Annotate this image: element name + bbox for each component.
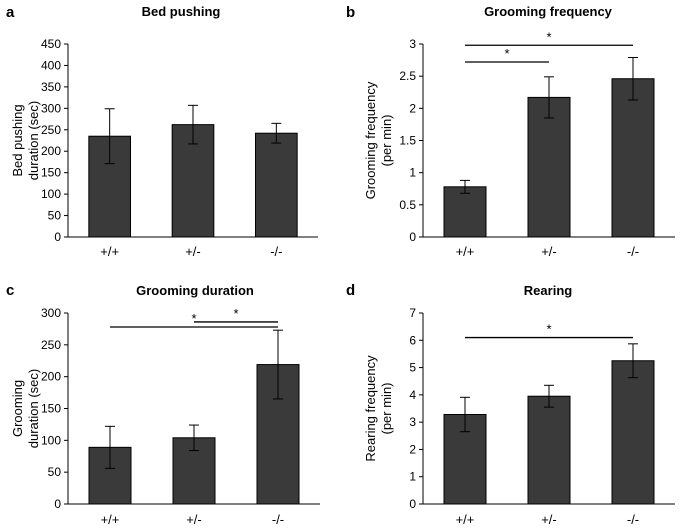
y-tick-label: 300 [41,101,61,115]
chart-title: Grooming duration [136,283,254,298]
y-tick-label: 450 [41,37,61,51]
y-tick-label: 7 [409,306,416,320]
significance-star: * [233,306,238,321]
x-tick-label: +/- [541,244,557,259]
panel-letter: b [346,4,355,21]
y-tick-label: 1.5 [399,134,416,148]
y-tick-label: 0.5 [399,198,416,212]
y-tick-label: 50 [48,465,62,479]
y-axis-label-line: (per min) [379,114,394,166]
bar [527,96,571,238]
panel-c: c Grooming duration Groomingduration (sec)… [6,282,320,527]
y-axis-label: Grooming frequency(per min) [363,81,394,199]
y-axis-label-line: duration (sec) [26,369,41,448]
x-tick-label: +/+ [101,512,120,527]
x-tick-label: -/- [627,512,639,527]
panel-letter: c [6,282,14,299]
significance-star: * [504,46,509,61]
x-tick-label: +/+ [456,244,475,259]
x-tick-label: -/- [272,512,284,527]
y-axis-label-line: Rearing frequency [363,355,378,462]
y-tick-label: 0 [54,230,61,244]
y-tick-label: 250 [41,338,61,352]
y-axis-label-line: duration (sec) [26,101,41,180]
x-tick-label: +/- [541,512,557,527]
y-axis-label-line: (per min) [379,382,394,434]
y-axis-label: Bed pushingduration (sec) [10,101,41,180]
chart-title: Rearing [524,283,572,298]
panel-d: d Rearing Rearing frequency(per min) 0 1 2 3 4 5… [346,282,675,527]
y-tick-label: 2.5 [399,69,416,83]
y-tick-label: 6 [409,333,416,347]
y-axis-label-line: Grooming frequency [363,81,378,199]
y-tick-label: 5 [409,361,416,375]
y-tick-label: 3 [409,37,416,51]
x-tick-label: +/+ [456,512,475,527]
panel-letter: a [6,4,15,21]
bar [611,78,655,238]
y-tick-label: 0 [409,230,416,244]
bar [443,186,487,238]
chart-title: Bed pushing [142,4,221,19]
x-tick-label: +/- [186,512,202,527]
y-tick-label: 1 [409,470,416,484]
significance-star: * [191,311,196,326]
y-tick-label: 400 [41,58,61,72]
y-tick-label: 300 [41,306,61,320]
y-tick-label: 3 [409,415,416,429]
bar [527,395,571,505]
y-tick-label: 100 [41,187,61,201]
y-tick-label: 0 [54,497,61,511]
bar [255,132,298,238]
y-tick-label: 4 [409,388,416,402]
y-tick-label: 2 [409,101,416,115]
bar [611,360,655,505]
x-tick-label: +/- [185,244,201,259]
chart-title: Grooming frequency [484,4,613,19]
y-tick-label: 100 [41,433,61,447]
y-tick-label: 50 [48,209,62,223]
x-tick-label: -/- [627,244,639,259]
y-axis-label-line: Grooming [10,380,25,437]
significance-star: * [546,322,551,337]
x-tick-label: -/- [270,244,282,259]
y-axis-label: Groomingduration (sec) [10,369,41,448]
x-tick-label: +/+ [100,244,119,259]
y-axis-label: Rearing frequency(per min) [363,355,394,462]
panel-letter: d [346,282,355,299]
y-tick-label: 150 [41,402,61,416]
y-tick-label: 150 [41,166,61,180]
y-axis-label-line: Bed pushing [10,104,25,176]
y-tick-label: 1 [409,166,416,180]
significance-star: * [546,29,551,44]
y-tick-label: 0 [409,497,416,511]
y-tick-label: 200 [41,370,61,384]
y-tick-label: 250 [41,123,61,137]
y-tick-label: 200 [41,144,61,158]
y-tick-label: 350 [41,80,61,94]
y-tick-label: 2 [409,442,416,456]
